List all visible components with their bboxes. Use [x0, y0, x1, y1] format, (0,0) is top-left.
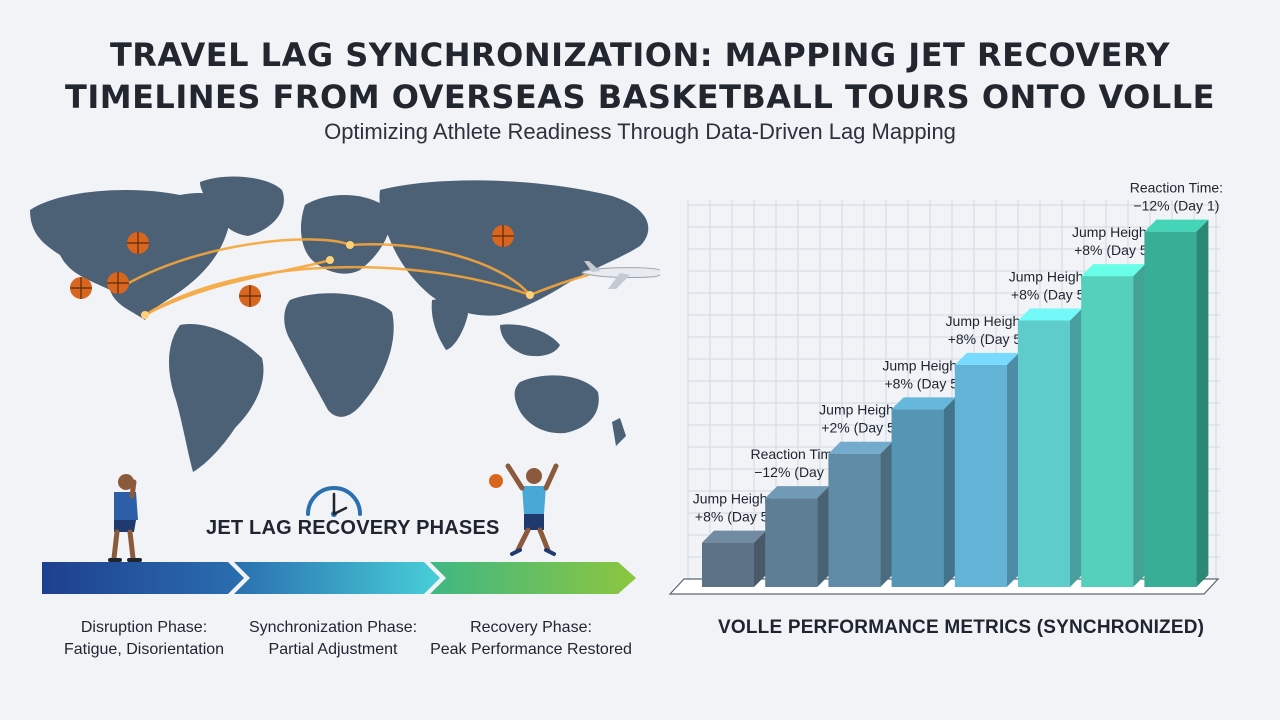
- basketball-icon: [492, 225, 514, 247]
- world-map: [30, 176, 660, 472]
- bar-side: [1196, 219, 1209, 587]
- bar-label-value: −12% (Day 2): [754, 464, 840, 480]
- bar-side: [1006, 352, 1019, 587]
- new-zealand-landmass: [612, 418, 626, 446]
- bar-side: [754, 530, 766, 587]
- bar-front: [954, 364, 1007, 587]
- bar-front: [1144, 231, 1197, 587]
- phase-timeline: [42, 562, 636, 594]
- flight-path-2: [118, 238, 352, 290]
- bar-label-value: +8% (Day 5): [884, 375, 962, 391]
- bar-label-metric: Jump Height:: [1009, 268, 1091, 284]
- phase-1: Disruption Phase: Fatigue, Disorientatio…: [29, 617, 259, 661]
- bar-top: [1081, 264, 1146, 277]
- bar-label-metric: Jump Height:: [946, 313, 1028, 329]
- south-america-landmass: [168, 324, 264, 472]
- flight-path-3: [348, 243, 532, 297]
- basketball-icon: [107, 272, 129, 294]
- basketball-icon: [239, 285, 261, 307]
- basketball-icon-group: [70, 225, 514, 307]
- bar-label-value: +2% (Day 5): [821, 420, 899, 436]
- bar-label-value: +8% (Day 5): [1074, 242, 1152, 258]
- phase-3: Recovery Phase: Peak Performance Restore…: [416, 617, 646, 661]
- bar-top: [954, 352, 1019, 365]
- bar-label-value: −12% (Day 1): [1133, 198, 1219, 214]
- phase-3-desc: Peak Performance Restored: [430, 641, 632, 658]
- jumping-athlete-icon: [489, 463, 559, 556]
- flight-path-4: [143, 258, 332, 317]
- australia-landmass: [514, 375, 599, 434]
- africa-landmass: [284, 293, 394, 417]
- phase-arrow-1: [42, 562, 244, 594]
- phase-arrow-2: [234, 562, 440, 594]
- bar-side: [1133, 264, 1146, 587]
- basketball-icon: [127, 232, 149, 254]
- bar-label-value: +8% (Day 5): [1011, 286, 1089, 302]
- bar-label-metric: Jump Height:: [1072, 224, 1154, 240]
- clock-icon: [306, 486, 362, 517]
- phases-heading: JET LAG RECOVERY PHASES: [206, 517, 500, 539]
- bar-label-value: +8% (Day 5): [948, 331, 1026, 347]
- asia-landmass: [379, 180, 649, 316]
- bar-front: [702, 542, 754, 587]
- bar-label-value: +8% (Day 5): [695, 509, 773, 525]
- bar-label-metric: Jump Height:: [819, 402, 901, 418]
- title-line-1: TRAVEL LAG SYNCHRONIZATION: MAPPING JET …: [109, 36, 1171, 74]
- bar-label-metric: Reaction Time:: [1130, 180, 1223, 196]
- fatigued-athlete-icon: [108, 474, 142, 562]
- bar-front: [891, 409, 944, 587]
- bar-front: [1081, 276, 1134, 587]
- bar-side: [943, 397, 956, 587]
- phase-1-desc: Fatigue, Disorientation: [63, 641, 225, 658]
- flight-path-5: [528, 273, 590, 297]
- bar-front: [828, 453, 881, 587]
- southeast-asia-landmass: [500, 324, 560, 357]
- page-title: TRAVEL LAG SYNCHRONIZATION: MAPPING JET …: [0, 34, 1280, 118]
- bar-top: [702, 530, 766, 543]
- bar-front: [765, 498, 818, 587]
- chart-title: VOLLE PERFORMANCE METRICS (SYNCHRONIZED): [718, 617, 1205, 638]
- performance-bar-chart: Jump Height: +8% (Day 5) Reaction Time: −12…: [668, 180, 1223, 595]
- flight-path-1: [143, 265, 532, 317]
- bar-top: [1018, 308, 1082, 321]
- bar-side: [1070, 308, 1082, 587]
- phase-3-name: Recovery Phase:: [470, 619, 592, 636]
- greenland-landmass: [200, 176, 284, 236]
- bar-top: [765, 486, 830, 499]
- india-landmass: [431, 299, 468, 350]
- phase-1-name: Disruption Phase:: [80, 619, 208, 636]
- europe-landmass: [300, 194, 391, 274]
- city-node-1: [141, 311, 149, 319]
- title-line-2: TIMELINES FROM OVERSEAS BASKETBALL TOURS…: [64, 78, 1216, 116]
- phase-arrow-3: [430, 562, 636, 594]
- bar-top: [828, 441, 893, 454]
- bar-side: [880, 441, 893, 587]
- phase-2: Synchronization Phase: Partial Adjustmen…: [218, 617, 448, 661]
- city-node-5: [526, 291, 534, 299]
- bar-top: [1144, 219, 1209, 232]
- city-node-4: [326, 256, 334, 264]
- basketball-icon: [70, 277, 92, 299]
- bar-top: [891, 397, 956, 410]
- bar-label-metric: Reaction Time:: [751, 446, 844, 462]
- north-america-landmass: [30, 190, 233, 320]
- city-node-3: [346, 241, 354, 249]
- page-subtitle: Optimizing Athlete Readiness Through Dat…: [324, 119, 956, 144]
- phase-2-name: Synchronization Phase:: [248, 619, 418, 636]
- bar-front: [1018, 320, 1070, 587]
- bar-label-metric: Jump Height:: [693, 491, 775, 507]
- airplane-icon: [581, 261, 660, 289]
- bar-label-metric: Jump Height:: [882, 357, 964, 373]
- bar-side: [817, 486, 830, 587]
- phase-2-desc: Partial Adjustment: [268, 641, 398, 658]
